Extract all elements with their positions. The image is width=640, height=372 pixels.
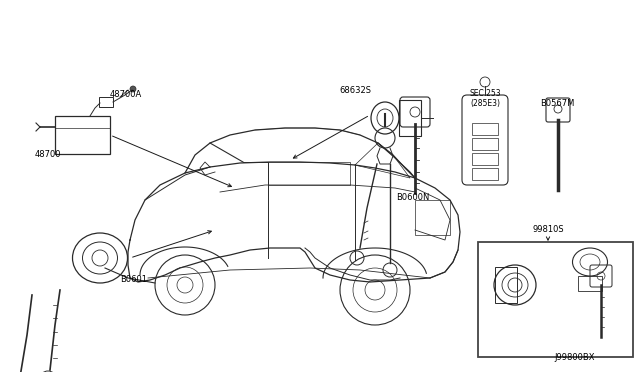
Bar	[578, 276, 602, 291]
Text: 48700: 48700	[35, 150, 61, 159]
Text: 99810S: 99810S	[532, 225, 564, 234]
Bar	[399, 100, 421, 136]
Bar	[495, 267, 517, 303]
Text: B0600N: B0600N	[396, 193, 429, 202]
Bar	[478, 242, 633, 357]
Bar	[415, 200, 450, 235]
Text: B0601: B0601	[120, 276, 147, 285]
Text: SEC.253
(285E3): SEC.253 (285E3)	[469, 89, 501, 108]
Text: 68632S: 68632S	[339, 86, 371, 95]
Bar	[472, 123, 498, 135]
Bar	[472, 138, 498, 150]
Circle shape	[130, 86, 136, 92]
Bar	[472, 153, 498, 165]
Text: B0567M: B0567M	[540, 99, 574, 108]
Bar	[99, 97, 113, 107]
Bar	[472, 168, 498, 180]
Text: J99800BX: J99800BX	[555, 353, 595, 362]
Text: 48700A: 48700A	[110, 90, 142, 99]
Bar	[55, 116, 110, 154]
